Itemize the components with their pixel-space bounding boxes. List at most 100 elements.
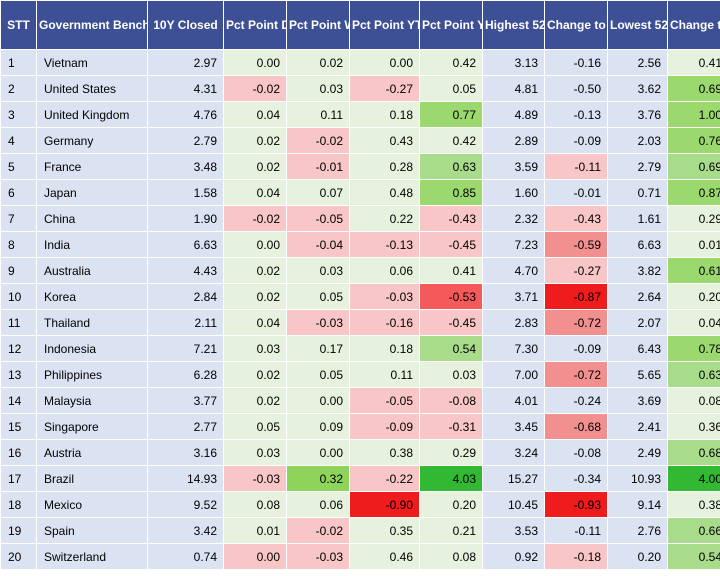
- country-cell: China: [36, 205, 148, 232]
- stt-cell: 16: [0, 439, 37, 466]
- highest-52w-cell: 10.45: [482, 491, 545, 518]
- change-l52w-cell: 0.29: [667, 205, 720, 232]
- pct-ytd-cell: -0.09: [349, 413, 420, 440]
- closed-10y-cell: 4.76: [147, 101, 224, 128]
- header-10y-closed: 10Y Closed: [147, 0, 224, 50]
- change-l52w-cell: 0.78: [667, 335, 720, 362]
- pct-ytd-cell: 0.22: [349, 205, 420, 232]
- table-header: STT Government Benchmark 10Y Closed Pct …: [0, 0, 720, 50]
- highest-52w-cell: 3.24: [482, 439, 545, 466]
- highest-52w-cell: 2.83: [482, 309, 545, 336]
- pct-yy-cell: 0.63: [419, 153, 483, 180]
- closed-10y-cell: 1.90: [147, 205, 224, 232]
- pct-yy-cell: 0.21: [419, 517, 483, 544]
- pct-yy-cell: 0.42: [419, 127, 483, 154]
- pct-yy-cell: -0.53: [419, 283, 483, 310]
- stt-cell: 4: [0, 127, 37, 154]
- table-row: 18 Mexico 9.52 0.08 0.06 -0.90 0.20 10.45 -0.93 9…: [0, 491, 720, 518]
- lowest-52w-cell: 3.76: [607, 101, 668, 128]
- closed-10y-cell: 3.16: [147, 439, 224, 466]
- change-h52w-cell: -0.59: [544, 231, 608, 258]
- pct-dd-cell: 0.01: [223, 517, 287, 544]
- pct-ytd-cell: 0.18: [349, 101, 420, 128]
- country-cell: Germany: [36, 127, 148, 154]
- stt-cell: 5: [0, 153, 37, 180]
- pct-dd-cell: 0.02: [223, 387, 287, 414]
- pct-yy-cell: 0.03: [419, 361, 483, 388]
- pct-ww-cell: 0.17: [286, 335, 350, 362]
- change-h52w-cell: -0.68: [544, 413, 608, 440]
- pct-ww-cell: 0.00: [286, 439, 350, 466]
- stt-cell: 14: [0, 387, 37, 414]
- pct-dd-cell: 0.00: [223, 49, 287, 76]
- pct-ww-cell: -0.05: [286, 205, 350, 232]
- change-l52w-cell: 0.36: [667, 413, 720, 440]
- pct-yy-cell: -0.45: [419, 309, 483, 336]
- lowest-52w-cell: 2.56: [607, 49, 668, 76]
- table-row: 14 Malaysia 3.77 0.02 0.00 -0.05 -0.08 4.01 -0.2…: [0, 387, 720, 414]
- stt-cell: 8: [0, 231, 37, 258]
- header-change-to-h52w: Change to H52W: [544, 0, 608, 50]
- pct-ytd-cell: 0.11: [349, 361, 420, 388]
- lowest-52w-cell: 6.63: [607, 231, 668, 258]
- pct-ww-cell: 0.06: [286, 491, 350, 518]
- pct-ytd-cell: -0.22: [349, 465, 420, 492]
- pct-yy-cell: -0.45: [419, 231, 483, 258]
- country-cell: Switzerland: [36, 543, 148, 570]
- pct-ww-cell: -0.01: [286, 153, 350, 180]
- table-row: 9 Australia 4.43 0.02 0.03 0.06 0.41 4.70 -0.27 3…: [0, 257, 720, 284]
- change-h52w-cell: -0.27: [544, 257, 608, 284]
- country-cell: Brazil: [36, 465, 148, 492]
- lowest-52w-cell: 2.07: [607, 309, 668, 336]
- stt-cell: 19: [0, 517, 37, 544]
- change-h52w-cell: -0.01: [544, 179, 608, 206]
- pct-ytd-cell: 0.28: [349, 153, 420, 180]
- header-pct-point-ww: Pct Point W/W: [286, 0, 350, 50]
- header-lowest-52w: Lowest 52W: [607, 0, 668, 50]
- header-pct-point-yy: Pct Point Y/Y: [419, 0, 483, 50]
- change-h52w-cell: -0.93: [544, 491, 608, 518]
- pct-ww-cell: 0.02: [286, 49, 350, 76]
- header-change-to-l52w: Change to L52W: [667, 0, 720, 50]
- pct-dd-cell: 0.05: [223, 413, 287, 440]
- table-body: 1 Vietnam 2.97 0.00 0.02 0.00 0.42 3.13 -0.16 2.5…: [0, 49, 720, 570]
- header-government-benchmark: Government Benchmark: [36, 0, 148, 50]
- closed-10y-cell: 14.93: [147, 465, 224, 492]
- change-h52w-cell: -0.11: [544, 153, 608, 180]
- pct-dd-cell: 0.03: [223, 335, 287, 362]
- highest-52w-cell: 3.53: [482, 517, 545, 544]
- stt-cell: 9: [0, 257, 37, 284]
- closed-10y-cell: 2.84: [147, 283, 224, 310]
- stt-cell: 6: [0, 179, 37, 206]
- pct-ytd-cell: -0.13: [349, 231, 420, 258]
- pct-ww-cell: 0.03: [286, 257, 350, 284]
- pct-dd-cell: -0.02: [223, 205, 287, 232]
- pct-ytd-cell: -0.03: [349, 283, 420, 310]
- country-cell: Indonesia: [36, 335, 148, 362]
- table-row: 15 Singapore 2.77 0.05 0.09 -0.09 -0.31 3.45 -0.…: [0, 413, 720, 440]
- highest-52w-cell: 3.13: [482, 49, 545, 76]
- highest-52w-cell: 4.70: [482, 257, 545, 284]
- change-h52w-cell: -0.43: [544, 205, 608, 232]
- pct-ww-cell: -0.04: [286, 231, 350, 258]
- lowest-52w-cell: 2.64: [607, 283, 668, 310]
- change-l52w-cell: 0.38: [667, 491, 720, 518]
- table-row: 11 Thailand 2.11 0.04 -0.03 -0.16 -0.45 2.83 -0.…: [0, 309, 720, 336]
- change-l52w-cell: 0.61: [667, 257, 720, 284]
- pct-ytd-cell: -0.27: [349, 75, 420, 102]
- table-row: 13 Philippines 6.28 0.02 0.05 0.11 0.03 7.00 -0.…: [0, 361, 720, 388]
- highest-52w-cell: 4.81: [482, 75, 545, 102]
- pct-yy-cell: 0.77: [419, 101, 483, 128]
- country-cell: United Kingdom: [36, 101, 148, 128]
- table-row: 20 Switzerland 0.74 0.00 -0.03 0.46 0.08 0.92 -0…: [0, 543, 720, 570]
- change-l52w-cell: 0.04: [667, 309, 720, 336]
- pct-ww-cell: -0.03: [286, 543, 350, 570]
- change-l52w-cell: 0.63: [667, 361, 720, 388]
- table-row: 4 Germany 2.79 0.02 -0.02 0.43 0.42 2.89 -0.09 2.…: [0, 127, 720, 154]
- pct-dd-cell: -0.03: [223, 465, 287, 492]
- highest-52w-cell: 4.89: [482, 101, 545, 128]
- lowest-52w-cell: 0.71: [607, 179, 668, 206]
- country-cell: Vietnam: [36, 49, 148, 76]
- pct-yy-cell: 0.85: [419, 179, 483, 206]
- lowest-52w-cell: 6.43: [607, 335, 668, 362]
